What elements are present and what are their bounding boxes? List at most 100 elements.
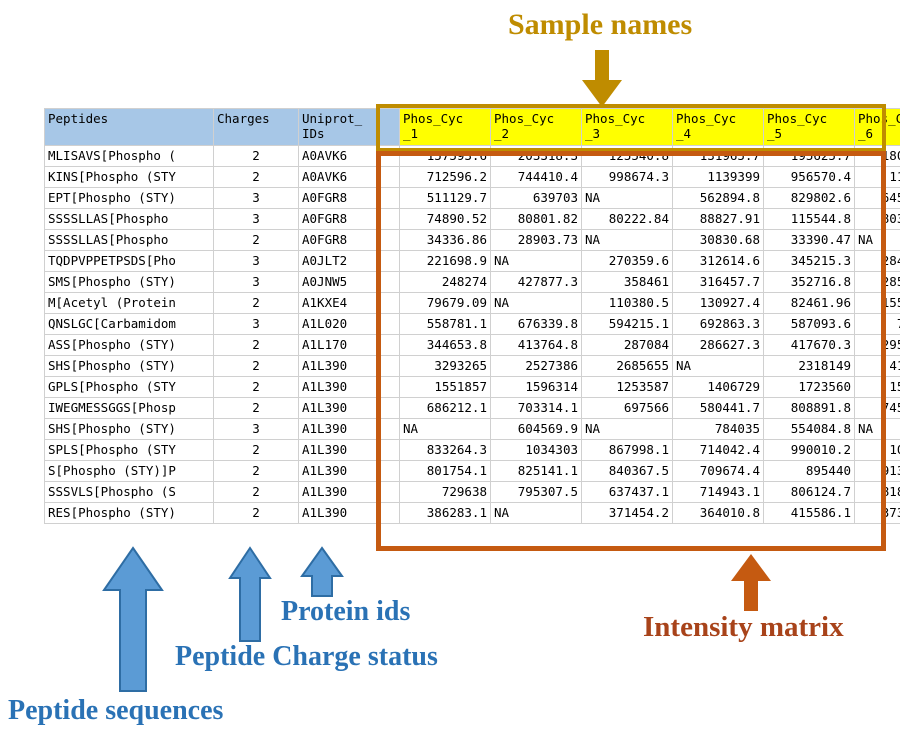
- cell-intensity[interactable]: 1406729: [672, 376, 764, 398]
- column-header-uniprot-ids[interactable]: Uniprot_ IDs: [298, 108, 400, 146]
- cell-intensity[interactable]: 729638: [399, 481, 491, 503]
- cell-intensity[interactable]: 1502006: [854, 376, 900, 398]
- cell-intensity[interactable]: 80801.82: [490, 208, 582, 230]
- table-row[interactable]: SSSVLS[Phospho (S 2 A1L390 729638 795307.5 63…: [44, 481, 900, 503]
- cell-uniprot-id[interactable]: A1L170: [298, 334, 400, 356]
- cell-intensity[interactable]: 801754.1: [399, 460, 491, 482]
- cell-peptide[interactable]: EPT[Phospho (STY): [44, 187, 214, 209]
- cell-intensity[interactable]: 714943.1: [672, 481, 764, 503]
- cell-intensity[interactable]: 2685655: [581, 355, 673, 377]
- cell-charge[interactable]: 2: [213, 460, 299, 482]
- cell-intensity[interactable]: 511129.7: [399, 187, 491, 209]
- cell-intensity[interactable]: NA: [490, 292, 582, 314]
- cell-intensity[interactable]: 840367.5: [581, 460, 673, 482]
- cell-charge[interactable]: 2: [213, 439, 299, 461]
- cell-peptide[interactable]: TQDPVPPETPSDS[Pho: [44, 250, 214, 272]
- column-header-sample-3[interactable]: Phos_Cyc _3: [581, 108, 673, 146]
- cell-charge[interactable]: 2: [213, 145, 299, 167]
- cell-charge[interactable]: 2: [213, 481, 299, 503]
- cell-intensity[interactable]: 155724.4: [854, 292, 900, 314]
- table-row[interactable]: GPLS[Phospho (STY 2 A1L390 1551857 1596314 12…: [44, 376, 900, 398]
- table-row[interactable]: SSSSLLAS[Phospho 3 A0FGR8 74890.52 80801.82 8…: [44, 208, 900, 230]
- cell-intensity[interactable]: 345215.3: [763, 250, 855, 272]
- cell-intensity[interactable]: 1723560: [763, 376, 855, 398]
- cell-intensity[interactable]: 295301.9: [854, 334, 900, 356]
- cell-intensity[interactable]: 352716.8: [763, 271, 855, 293]
- cell-peptide[interactable]: SSSSLLAS[Phospho: [44, 208, 214, 230]
- cell-intensity[interactable]: 427877.3: [490, 271, 582, 293]
- cell-intensity[interactable]: 895440: [763, 460, 855, 482]
- cell-uniprot-id[interactable]: A1L390: [298, 376, 400, 398]
- table-row[interactable]: SMS[Phospho (STY) 3 A0JNW5 248274 427877.3 35…: [44, 271, 900, 293]
- table-row[interactable]: MLISAVS[Phospho (2 A0AVK6 157593.6 203318.3…: [44, 145, 900, 167]
- cell-intensity[interactable]: 825141.1: [490, 460, 582, 482]
- cell-intensity[interactable]: 580441.7: [672, 397, 764, 419]
- cell-intensity[interactable]: NA: [854, 229, 900, 251]
- cell-peptide[interactable]: IWEGMESSGGS[Phosp: [44, 397, 214, 419]
- column-header-sample-4[interactable]: Phos_Cyc _4: [672, 108, 764, 146]
- cell-intensity[interactable]: 28903.73: [490, 229, 582, 251]
- cell-uniprot-id[interactable]: A1L390: [298, 418, 400, 440]
- cell-intensity[interactable]: 270359.6: [581, 250, 673, 272]
- cell-intensity[interactable]: 2318149: [763, 355, 855, 377]
- cell-charge[interactable]: 2: [213, 292, 299, 314]
- cell-charge[interactable]: 2: [213, 355, 299, 377]
- cell-intensity[interactable]: 639703: [490, 187, 582, 209]
- cell-intensity[interactable]: 867998.1: [581, 439, 673, 461]
- cell-intensity[interactable]: 88827.91: [672, 208, 764, 230]
- cell-intensity[interactable]: 784035: [672, 418, 764, 440]
- cell-uniprot-id[interactable]: A1L390: [298, 502, 400, 524]
- cell-intensity[interactable]: 358461: [581, 271, 673, 293]
- cell-intensity[interactable]: 80334.69: [854, 208, 900, 230]
- cell-intensity[interactable]: 115544.8: [763, 208, 855, 230]
- cell-peptide[interactable]: SPLS[Phospho (STY: [44, 439, 214, 461]
- cell-intensity[interactable]: NA: [490, 502, 582, 524]
- cell-intensity[interactable]: 125540.8: [581, 145, 673, 167]
- cell-intensity[interactable]: 4120553: [854, 355, 900, 377]
- column-header-peptides[interactable]: Peptides: [44, 108, 214, 146]
- table-row[interactable]: KINS[Phospho (STY 2 A0AVK6 712596.2 744410.4…: [44, 166, 900, 188]
- column-header-sample-5[interactable]: Phos_Cyc _5: [763, 108, 855, 146]
- cell-peptide[interactable]: ASS[Phospho (STY): [44, 334, 214, 356]
- cell-intensity[interactable]: 79679.09: [399, 292, 491, 314]
- cell-peptide[interactable]: SMS[Phospho (STY): [44, 271, 214, 293]
- cell-intensity[interactable]: 386283.1: [399, 502, 491, 524]
- cell-intensity[interactable]: 645625.4: [854, 187, 900, 209]
- cell-intensity[interactable]: 1039246: [854, 439, 900, 461]
- cell-intensity[interactable]: NA: [581, 229, 673, 251]
- table-row[interactable]: EPT[Phospho (STY) 3 A0FGR8 511129.7 639703 NA…: [44, 187, 900, 209]
- cell-intensity[interactable]: 33390.47: [763, 229, 855, 251]
- cell-intensity[interactable]: 195625.7: [763, 145, 855, 167]
- table-row[interactable]: ASS[Phospho (STY) 2 A1L170 344653.8 413764.8…: [44, 334, 900, 356]
- cell-intensity[interactable]: 74890.52: [399, 208, 491, 230]
- cell-intensity[interactable]: 284286.5: [854, 250, 900, 272]
- cell-intensity[interactable]: 1253587: [581, 376, 673, 398]
- cell-intensity[interactable]: 756873: [854, 313, 900, 335]
- cell-charge[interactable]: 2: [213, 166, 299, 188]
- cell-intensity[interactable]: 1120046: [854, 166, 900, 188]
- cell-charge[interactable]: 3: [213, 418, 299, 440]
- column-header-charges[interactable]: Charges: [213, 108, 299, 146]
- cell-intensity[interactable]: 3293265: [399, 355, 491, 377]
- cell-intensity[interactable]: 1034303: [490, 439, 582, 461]
- cell-charge[interactable]: 2: [213, 334, 299, 356]
- cell-intensity[interactable]: 745552.6: [854, 397, 900, 419]
- cell-intensity[interactable]: 364010.8: [672, 502, 764, 524]
- cell-charge[interactable]: 3: [213, 187, 299, 209]
- cell-intensity[interactable]: 371454.2: [581, 502, 673, 524]
- cell-intensity[interactable]: 373595.6: [854, 502, 900, 524]
- cell-intensity[interactable]: 712596.2: [399, 166, 491, 188]
- cell-intensity[interactable]: 34336.86: [399, 229, 491, 251]
- cell-uniprot-id[interactable]: A0FGR8: [298, 208, 400, 230]
- cell-uniprot-id[interactable]: A1L390: [298, 397, 400, 419]
- cell-intensity[interactable]: 692863.3: [672, 313, 764, 335]
- cell-intensity[interactable]: 80222.84: [581, 208, 673, 230]
- cell-intensity[interactable]: 795307.5: [490, 481, 582, 503]
- cell-intensity[interactable]: NA: [854, 418, 900, 440]
- cell-uniprot-id[interactable]: A0FGR8: [298, 229, 400, 251]
- column-header-sample-2[interactable]: Phos_Cyc _2: [490, 108, 582, 146]
- cell-peptide[interactable]: MLISAVS[Phospho (: [44, 145, 214, 167]
- table-row[interactable]: SHS[Phospho (STY) 3 A1L390 NA 604569.9 NA 7840…: [44, 418, 900, 440]
- cell-intensity[interactable]: 697566: [581, 397, 673, 419]
- cell-intensity[interactable]: 956570.4: [763, 166, 855, 188]
